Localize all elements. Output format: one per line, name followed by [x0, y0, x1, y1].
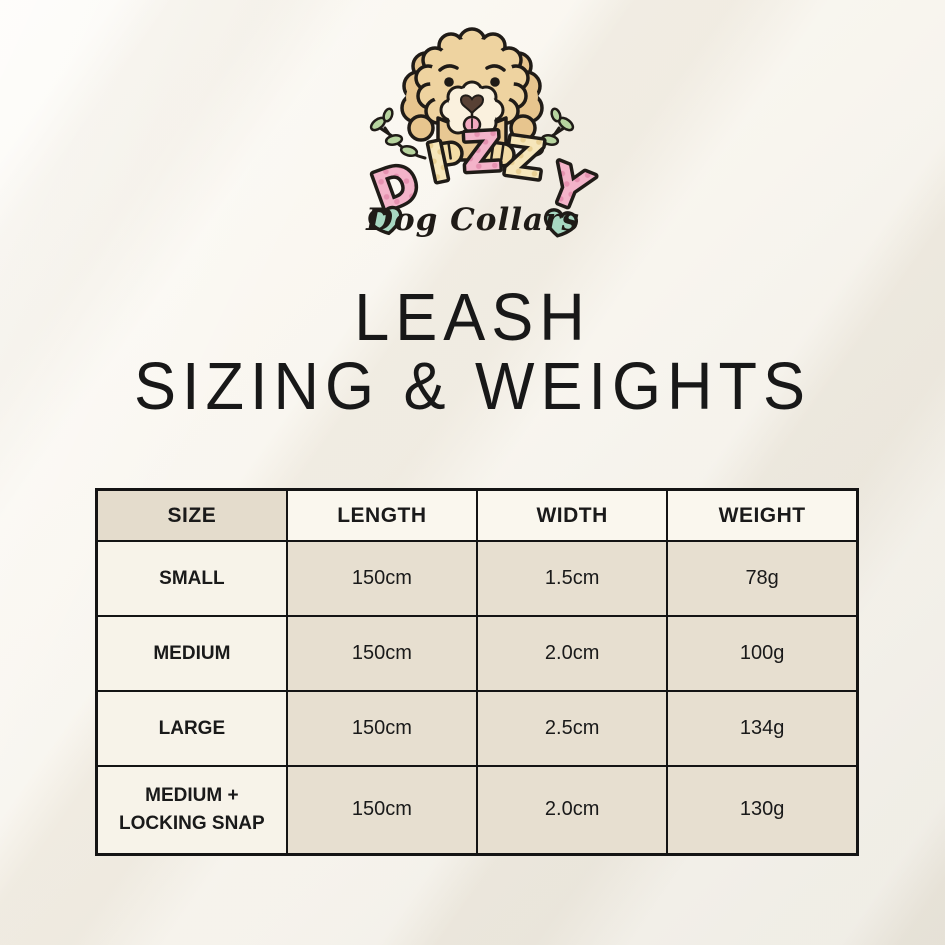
- row-label: SMALL: [95, 540, 288, 617]
- weight-value: 100g: [666, 615, 859, 692]
- dog-illustration-icon: [400, 27, 544, 168]
- table-row-small: SMALL 150cm 1.5cm 78g: [95, 540, 859, 617]
- width-value: 2.0cm: [475, 765, 669, 855]
- dizzy-dog-logo-icon: D I Z Z Y Dog Collars: [362, 27, 603, 238]
- length-value: 150cm: [285, 765, 479, 855]
- table-row-medium: MEDIUM 150cm 2.0cm 100g: [95, 615, 859, 692]
- header-row: SIZE LENGTH WIDTH WEIGHT: [95, 488, 859, 542]
- sizing-table-header: SIZE LENGTH WIDTH WEIGHT: [95, 488, 859, 542]
- column-header-size: SIZE: [95, 488, 288, 542]
- row-label: MEDIUM + LOCKING SNAP: [95, 765, 288, 855]
- row-label: LARGE: [95, 690, 288, 767]
- table-row-medium-locking-snap: MEDIUM + LOCKING SNAP 150cm 2.0cm 130g: [95, 765, 859, 855]
- leaf-sprig-right: [517, 107, 575, 160]
- length-value: 150cm: [285, 615, 479, 692]
- logo-letter: Z: [502, 127, 548, 192]
- column-header-length: LENGTH: [285, 488, 479, 542]
- weight-value: 130g: [666, 765, 859, 855]
- column-header-width: WIDTH: [475, 488, 669, 542]
- width-value: 2.0cm: [475, 615, 669, 692]
- title-line-2: SIZING & WEIGHTS: [133, 349, 812, 424]
- table-row-large: LARGE 150cm 2.5cm 134g: [95, 690, 859, 767]
- length-value: 150cm: [285, 540, 479, 617]
- width-value: 2.5cm: [475, 690, 669, 767]
- brand-logo: D I Z Z Y Dog Collars: [322, 18, 622, 268]
- length-value: 150cm: [285, 690, 479, 767]
- width-value: 1.5cm: [475, 540, 669, 617]
- title-line-1: LEASH: [354, 280, 591, 356]
- logo-letter: Z: [462, 122, 503, 184]
- weight-value: 78g: [666, 540, 859, 617]
- logo-subtitle: Dog Collars: [365, 202, 580, 238]
- leaf-sprig-left: [369, 107, 427, 160]
- page-title: LEASH SIZING & WEIGHTS: [0, 280, 945, 424]
- row-label: MEDIUM: [95, 615, 288, 692]
- sizing-table: SIZE LENGTH WIDTH WEIGHT SMALL 150cm 1.5…: [95, 488, 859, 856]
- weight-value: 134g: [666, 690, 859, 767]
- dog-face: [438, 64, 506, 134]
- heart-icon: [544, 208, 578, 238]
- heart-icon: [368, 205, 403, 236]
- column-header-weight: WEIGHT: [666, 488, 859, 542]
